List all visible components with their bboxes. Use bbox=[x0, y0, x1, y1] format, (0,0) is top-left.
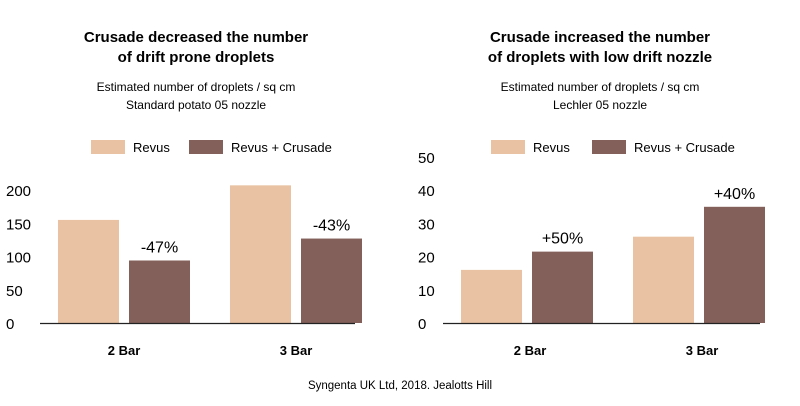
chart-left-data-label-1: -47% bbox=[141, 239, 178, 256]
chart-left-plot: 0 50 100 150 200 -47% 2 Bar -43% 3 Bar bbox=[6, 183, 362, 358]
chart-right-y-tick-label: 0 bbox=[418, 316, 426, 333]
chart-left: Crusade decreased the number of drift pr… bbox=[6, 29, 362, 358]
chart-right-subtitle-line-1: Estimated number of droplets / sq cm bbox=[501, 80, 700, 94]
chart-right-subtitle-line-2: Lechler 05 nozzle bbox=[553, 98, 647, 112]
chart-left-y-tick-label: 150 bbox=[6, 216, 31, 233]
chart-left-subtitle-line-2: Standard potato 05 nozzle bbox=[126, 98, 266, 112]
chart-right-bar-revus-crusade-2 bbox=[704, 206, 765, 323]
chart-right-x-tick-label: 3 Bar bbox=[686, 343, 719, 358]
chart-left-title-line-1: Crusade decreased the number bbox=[84, 29, 308, 46]
chart-left-bar-revus-crusade-2 bbox=[301, 238, 362, 323]
chart-right-legend-swatch-revus bbox=[491, 140, 525, 154]
chart-left-title-line-2: of drift prone droplets bbox=[118, 49, 275, 66]
chart-right-y-tick-label: 50 bbox=[418, 150, 435, 167]
chart-left-x-tick-label: 2 Bar bbox=[108, 343, 141, 358]
chart-left-legend-swatch-revus bbox=[91, 140, 125, 154]
chart-left-x-tick-label: 3 Bar bbox=[280, 343, 313, 358]
chart-right-y-tick-label: 30 bbox=[418, 216, 435, 233]
chart-left-bar-revus-1 bbox=[58, 219, 119, 323]
chart-right-bar-revus-1 bbox=[461, 269, 522, 323]
chart-left-bar-revus-2 bbox=[230, 185, 291, 323]
chart-right-legend-label-revus-crusade: Revus + Crusade bbox=[634, 140, 735, 155]
chart-right-bar-revus-2 bbox=[633, 236, 694, 323]
chart-left-y-tick-label: 50 bbox=[6, 283, 23, 300]
chart-left-legend-label-revus-crusade: Revus + Crusade bbox=[231, 140, 332, 155]
chart-right-x-tick-label: 2 Bar bbox=[514, 343, 547, 358]
chart-left-subtitle-line-1: Estimated number of droplets / sq cm bbox=[97, 80, 296, 94]
chart-right-data-label-1: +50% bbox=[542, 231, 583, 248]
chart-right-bar-revus-crusade-1 bbox=[532, 251, 593, 323]
chart-left-legend-label-revus: Revus bbox=[133, 140, 170, 155]
chart-left-y-tick-label: 100 bbox=[6, 250, 31, 267]
chart-right-legend-label-revus: Revus bbox=[533, 140, 570, 155]
chart-right-y-tick-label: 20 bbox=[418, 250, 435, 267]
chart-left-y-tick-label: 0 bbox=[6, 316, 14, 333]
chart-left-bar-revus-crusade-1 bbox=[129, 260, 190, 323]
chart-right-plot: 0 10 20 30 40 50 +50% 2 Bar +40% 3 Bar bbox=[418, 150, 765, 358]
chart-right-legend-swatch-revus-crusade bbox=[592, 140, 626, 154]
chart-left-data-label-2: -43% bbox=[313, 218, 350, 235]
chart-right-data-label-2: +40% bbox=[714, 186, 755, 203]
chart-right-y-tick-label: 10 bbox=[418, 283, 435, 300]
chart-right-title-line-1: Crusade increased the number bbox=[490, 29, 710, 46]
chart-left-y-tick-label: 200 bbox=[6, 183, 31, 200]
chart-right-y-tick-label: 40 bbox=[418, 183, 435, 200]
chart-right: Crusade increased the number of droplets… bbox=[418, 29, 765, 358]
footer-credit: Syngenta UK Ltd, 2018. Jealotts Hill bbox=[308, 380, 492, 392]
chart-left-legend-swatch-revus-crusade bbox=[189, 140, 223, 154]
chart-right-title-line-2: of droplets with low drift nozzle bbox=[488, 49, 712, 66]
